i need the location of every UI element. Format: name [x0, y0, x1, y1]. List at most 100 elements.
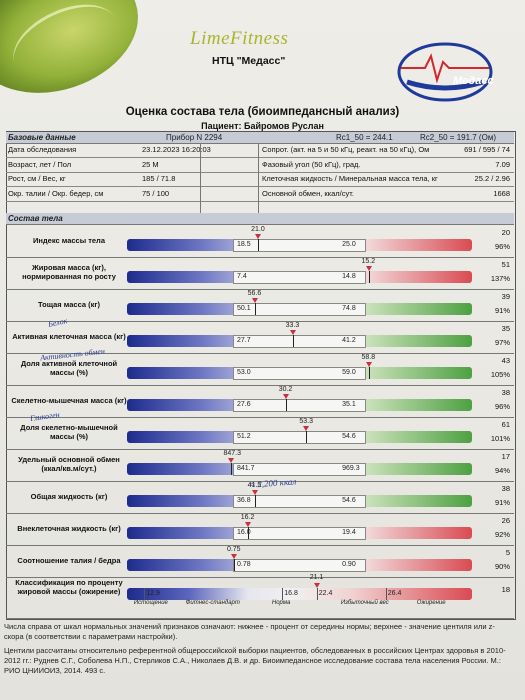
normal-range-box	[233, 367, 367, 380]
report-title: Оценка состава тела (биоимпедансный анал…	[125, 106, 400, 118]
value-tick	[247, 527, 249, 539]
class-boundary	[282, 588, 284, 600]
normal-range-box	[233, 431, 367, 444]
metric-value: 58.8	[361, 354, 376, 361]
metric-value: 0.75	[226, 546, 241, 553]
value-marker	[303, 426, 310, 431]
metric-row: Скелетно-мышечная масса (кг)	[6, 385, 514, 418]
class-boundary-value: 16.8	[284, 590, 298, 597]
classification-scale	[127, 588, 472, 600]
base-label: Основной обмен, ккал/сут.	[262, 188, 354, 198]
base-data-row: Дата обследования 23.12.2023 16:20:03 Сопр…	[6, 143, 514, 158]
value-tick	[230, 463, 232, 475]
class-boundary	[316, 588, 318, 600]
range-low: 27.6	[237, 401, 251, 408]
class-boundary-value: 12.9	[146, 590, 160, 597]
metric-row: Общая жидкость (кг)	[6, 481, 514, 514]
brand-name: LimeFitness	[190, 28, 289, 49]
right-centile: 43	[501, 356, 510, 365]
base-data-header: Базовые данные Прибор N 2294 Rc1_50 = 24…	[6, 132, 514, 144]
metric-label: Тощая масса (кг)	[38, 300, 100, 309]
value-marker	[244, 522, 251, 527]
value-tick	[368, 367, 370, 379]
metric-row: Тощая масса (кг)	[6, 289, 514, 322]
right-percent: 92%	[494, 530, 510, 539]
metric-row: Соотношение талия / бедра	[6, 545, 514, 578]
base-label: Сопрот. (акт. на 5 и 50 кГц, реакт. на 5…	[262, 145, 430, 154]
range-low: 841.7	[237, 465, 255, 472]
range-high: 54.6	[342, 497, 356, 504]
right-centile: 35	[501, 324, 510, 333]
value-marker	[365, 266, 372, 271]
composition-title: Состав тела	[8, 214, 63, 223]
base-value: 75 / 100	[142, 188, 170, 198]
value-tick	[306, 431, 308, 443]
metric-row: Доля скелетно-мышечной массы (%)	[6, 417, 514, 450]
class-boundary-value: 22.4	[318, 590, 333, 597]
value-marker	[289, 330, 296, 335]
right-percent: 96%	[494, 242, 510, 251]
right-percent: 96%	[494, 402, 510, 411]
base-data-row: Возраст, лет / Пол 25 M Фазовый угол (50 к…	[6, 158, 514, 173]
value-marker	[365, 362, 372, 367]
class-category: Истощение	[133, 600, 168, 606]
right-percent: 94%	[494, 466, 510, 475]
metric-label: Соотношение талия / бедра	[17, 556, 121, 565]
metric-label: Внеклеточная жидкость (кг)	[17, 524, 121, 533]
normal-range-box	[233, 239, 367, 252]
metric-value: 53.3	[299, 418, 314, 425]
range-high: 35.1	[342, 401, 356, 408]
class-boundary	[385, 588, 387, 600]
metric-row: Индекс массы тела	[6, 225, 514, 258]
base-value: 23.12.2023 16:20:03	[142, 145, 211, 154]
base-label: Окр. талии / Окр. бедер, см	[8, 188, 104, 198]
report-frame	[6, 131, 516, 620]
right-percent: 105%	[490, 370, 510, 379]
value-marker	[230, 554, 237, 559]
metric-row: Доля активной клеточной массы (%)	[6, 353, 514, 386]
rc1-value: Rc1_50 = 244.1	[336, 133, 393, 142]
metric-value: 56.6	[247, 290, 262, 297]
base-data-row: Окр. талии / Окр. бедер, см 75 / 100 Основ…	[6, 187, 514, 202]
metric-label: Общая жидкость (кг)	[30, 492, 108, 501]
medass-logo: Медасс	[397, 42, 494, 102]
metric-value: 15.2	[361, 258, 376, 265]
normal-range-box	[233, 271, 367, 284]
base-label: Фазовый угол (50 кГц), град.	[262, 159, 361, 169]
metric-value: 41.5	[247, 482, 262, 489]
classification-label: Классификация по проценту жировой массы …	[15, 578, 123, 596]
right-centile: 17	[501, 452, 510, 461]
normal-range-box	[233, 463, 367, 476]
class-boundary-value: 26.4	[387, 590, 402, 597]
range-high: 14.8	[342, 273, 356, 280]
normal-range-box	[233, 335, 367, 348]
metric-value: 16.2	[240, 514, 255, 521]
metric-label: Доля скелетно-мышечной массы (%)	[20, 423, 118, 441]
base-value: 1668	[493, 188, 510, 198]
value-marker	[282, 394, 289, 399]
classification-value: 21.1	[309, 574, 324, 581]
base-value: 25 M	[142, 159, 159, 169]
range-low: 50.1	[237, 305, 251, 312]
base-data-title: Базовые данные	[8, 133, 76, 142]
right-centile: 39	[501, 292, 510, 301]
value-tick	[233, 559, 235, 571]
value-marker	[313, 583, 320, 588]
value-marker	[251, 490, 258, 495]
range-high: 41.2	[342, 337, 356, 344]
footnote-scale: Числа справа от шкал нормальных значений…	[4, 622, 495, 641]
range-low: 16.0	[237, 529, 251, 536]
range-low: 27.7	[237, 337, 251, 344]
range-high: 969.3	[342, 465, 360, 472]
base-label: Рост, см / Вес, кг	[8, 174, 66, 183]
base-value: 185 / 71.8	[142, 174, 176, 183]
range-low: 51.2	[237, 433, 251, 440]
base-value: 7.09	[495, 159, 510, 169]
right-centile: 38	[501, 388, 510, 397]
classification-right-value: 18	[501, 585, 510, 594]
range-high: 54.6	[342, 433, 356, 440]
metric-label: Активная клеточная масса (кг)	[12, 332, 126, 341]
class-category: Ожирение	[416, 600, 446, 606]
metric-value: 21.0	[251, 226, 265, 233]
